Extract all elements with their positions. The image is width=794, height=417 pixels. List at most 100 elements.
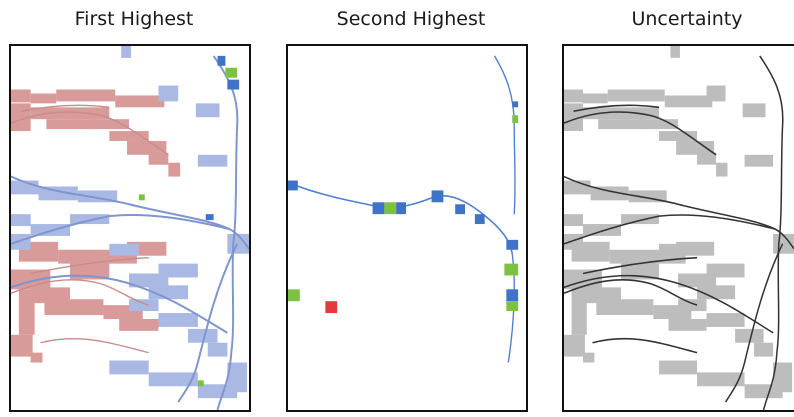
gray-line-8: [582, 256, 698, 275]
blue-cell-21: [158, 263, 198, 278]
blue-line-0: [11, 175, 249, 250]
second-cell-8: [504, 263, 519, 276]
red-cell-0: [11, 89, 31, 103]
second-cell-5: [455, 204, 466, 215]
gray-cell-7: [640, 119, 679, 130]
second-cell-9: [506, 289, 519, 302]
second-cell-10: [506, 301, 519, 312]
blue-line-2: [212, 55, 239, 410]
second-cell-1: [372, 202, 385, 215]
panel-title-uncertainty: Uncertainty: [631, 8, 743, 30]
gray-cell-28: [628, 190, 667, 203]
blue-cell-22: [109, 243, 139, 256]
blue-cell-23: [197, 154, 228, 167]
gray-cell-47: [744, 154, 774, 167]
gray-cell-40: [697, 372, 745, 387]
second-cell-14: [512, 115, 519, 124]
red-line-4: [40, 337, 149, 354]
blue-cell-7: [30, 224, 71, 236]
second-river-east: [493, 55, 516, 215]
gray-cell-39: [659, 360, 698, 375]
gray-cell-3: [664, 95, 713, 108]
gray-line-1: [564, 214, 776, 245]
red-cell-22: [11, 334, 33, 357]
panel-uncertainty: [562, 44, 794, 412]
blue-line-4: [11, 274, 228, 334]
gray-cell-33: [678, 273, 717, 288]
blue-cell-18: [227, 362, 248, 393]
gray-cell-21: [571, 289, 587, 335]
red-line-3: [30, 256, 149, 275]
gray-cell-0: [564, 89, 584, 103]
uncertainty-map: [564, 46, 794, 410]
second-cell-7: [506, 239, 519, 250]
blue-cell-5: [195, 103, 220, 118]
accent-cell-1: [225, 67, 238, 78]
red-cell-21: [18, 289, 35, 335]
red-cell-1: [30, 93, 57, 104]
blue-cell-1: [158, 85, 179, 102]
red-line-0: [11, 111, 169, 156]
gray-line-4: [564, 274, 774, 334]
blue-cell-8: [70, 214, 110, 225]
red-line-1: [20, 104, 110, 112]
gray-cell-22: [564, 334, 585, 357]
second-cell-2: [384, 202, 397, 215]
blue-cell-11: [129, 299, 159, 312]
gray-cell-37: [735, 328, 764, 343]
gray-cell-10: [697, 152, 717, 165]
gray-line-7: [564, 279, 698, 306]
blue-cell-16: [148, 372, 198, 387]
blue-cell-12: [158, 313, 198, 327]
second-cell-3: [396, 202, 407, 215]
gray-cell-24: [670, 46, 680, 58]
second-cell-13: [512, 101, 519, 108]
gray-line-6: [573, 104, 660, 113]
gray-cell-1: [583, 93, 608, 104]
accent-cell-4: [197, 380, 204, 387]
blue-line-3: [177, 243, 239, 403]
red-cell-10: [148, 152, 169, 165]
accent-cell-5: [205, 214, 214, 221]
second-cell-0: [288, 180, 298, 191]
blue-cell-13: [188, 328, 218, 343]
gray-cell-32: [621, 214, 660, 225]
red-cell-7: [89, 119, 130, 130]
red-cell-9: [127, 140, 167, 155]
accent-cell-0: [217, 55, 226, 66]
second-cell-12: [325, 301, 338, 314]
red-cell-18: [44, 299, 104, 316]
gray-cell-29: [742, 103, 766, 118]
blue-cell-4: [77, 190, 118, 203]
second-cell-4: [431, 190, 444, 203]
second-highest-map: [288, 55, 519, 363]
red-cell-5: [30, 107, 110, 120]
gray-cell-30: [564, 233, 584, 250]
red-cell-23: [30, 352, 43, 363]
gray-cell-25: [706, 85, 726, 102]
blue-cell-0: [121, 46, 131, 58]
gray-cell-42: [773, 362, 793, 393]
gray-cell-43: [564, 214, 584, 227]
panel-first-highest: [9, 44, 251, 412]
panel-title-second: Second Highest: [336, 8, 486, 30]
gray-cell-46: [659, 243, 688, 256]
gray-line-5: [564, 111, 717, 156]
gray-cell-45: [706, 263, 745, 278]
red-cell-11: [168, 162, 181, 177]
gray-cell-20: [668, 319, 707, 331]
gray-cell-6: [598, 119, 646, 130]
gray-line-0: [564, 175, 794, 250]
red-line-2: [11, 279, 149, 306]
panel-title-first: First Highest: [74, 8, 194, 30]
gray-line-2: [759, 55, 784, 410]
blue-cell-14: [207, 342, 228, 357]
red-cell-2: [56, 89, 116, 102]
second-cell-11: [288, 289, 300, 302]
blue-cell-15: [109, 360, 149, 375]
gray-cell-18: [596, 299, 654, 316]
gray-cell-36: [706, 313, 745, 327]
first-highest-map: [11, 46, 249, 410]
gray-cell-23: [583, 352, 595, 363]
gray-cell-38: [754, 342, 774, 357]
